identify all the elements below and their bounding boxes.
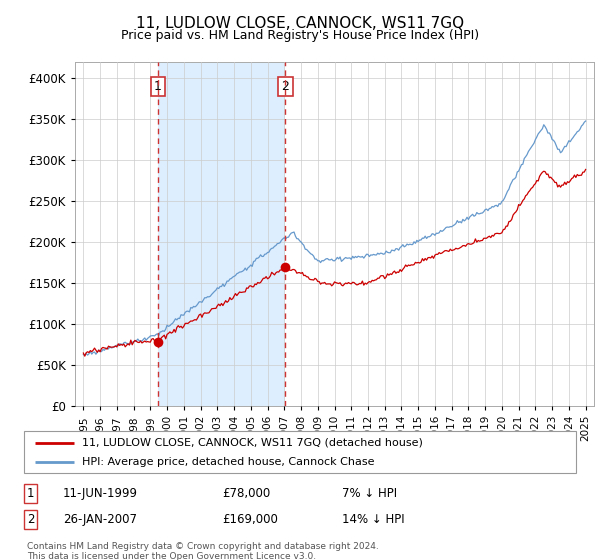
Text: 14% ↓ HPI: 14% ↓ HPI — [342, 512, 404, 526]
Text: Price paid vs. HM Land Registry's House Price Index (HPI): Price paid vs. HM Land Registry's House … — [121, 29, 479, 42]
Text: £169,000: £169,000 — [222, 512, 278, 526]
Text: 26-JAN-2007: 26-JAN-2007 — [63, 512, 137, 526]
Text: 2: 2 — [281, 80, 289, 93]
Text: Contains HM Land Registry data © Crown copyright and database right 2024.
This d: Contains HM Land Registry data © Crown c… — [27, 542, 379, 560]
Text: 11, LUDLOW CLOSE, CANNOCK, WS11 7GQ: 11, LUDLOW CLOSE, CANNOCK, WS11 7GQ — [136, 16, 464, 31]
Text: 7% ↓ HPI: 7% ↓ HPI — [342, 487, 397, 501]
Text: 1: 1 — [154, 80, 161, 93]
Bar — [158, 62, 286, 406]
Text: £78,000: £78,000 — [222, 487, 270, 501]
Text: 11, LUDLOW CLOSE, CANNOCK, WS11 7GQ (detached house): 11, LUDLOW CLOSE, CANNOCK, WS11 7GQ (det… — [82, 437, 423, 447]
Text: HPI: Average price, detached house, Cannock Chase: HPI: Average price, detached house, Cann… — [82, 457, 374, 467]
FancyBboxPatch shape — [24, 431, 576, 473]
Text: 2: 2 — [27, 512, 35, 526]
Text: 11-JUN-1999: 11-JUN-1999 — [63, 487, 138, 501]
Text: 1: 1 — [27, 487, 35, 501]
